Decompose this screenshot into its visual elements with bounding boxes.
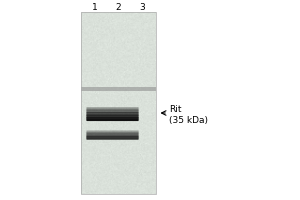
- FancyBboxPatch shape: [86, 117, 139, 119]
- FancyBboxPatch shape: [86, 137, 139, 140]
- Bar: [81, 12, 156, 194]
- FancyBboxPatch shape: [86, 112, 139, 115]
- FancyBboxPatch shape: [86, 109, 139, 111]
- Text: (35 kDa): (35 kDa): [169, 116, 208, 126]
- FancyBboxPatch shape: [86, 132, 139, 134]
- Bar: [81, 87, 156, 91]
- FancyBboxPatch shape: [86, 110, 139, 113]
- FancyBboxPatch shape: [86, 136, 139, 138]
- FancyBboxPatch shape: [86, 130, 139, 133]
- Text: Rit: Rit: [169, 105, 182, 114]
- FancyBboxPatch shape: [86, 107, 139, 110]
- FancyBboxPatch shape: [86, 135, 139, 137]
- FancyBboxPatch shape: [86, 114, 139, 116]
- Text: 1: 1: [92, 3, 98, 12]
- FancyBboxPatch shape: [86, 115, 139, 118]
- FancyBboxPatch shape: [86, 133, 139, 136]
- Text: 2: 2: [116, 3, 121, 12]
- Text: 3: 3: [140, 3, 146, 12]
- FancyBboxPatch shape: [86, 118, 139, 121]
